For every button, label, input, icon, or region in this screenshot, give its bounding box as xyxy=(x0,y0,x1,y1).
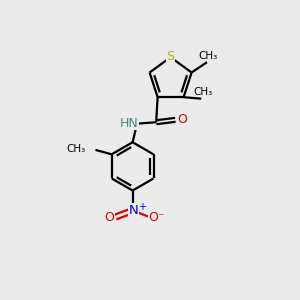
Text: O: O xyxy=(104,211,114,224)
Text: S: S xyxy=(167,50,175,63)
Text: CH₃: CH₃ xyxy=(67,144,86,154)
Text: CH₃: CH₃ xyxy=(193,87,212,97)
Text: +: + xyxy=(139,202,146,212)
Text: CH₃: CH₃ xyxy=(199,51,218,61)
Text: O⁻: O⁻ xyxy=(148,211,165,224)
Text: N: N xyxy=(128,204,138,217)
Text: O: O xyxy=(177,113,187,126)
Text: HN: HN xyxy=(119,117,138,130)
